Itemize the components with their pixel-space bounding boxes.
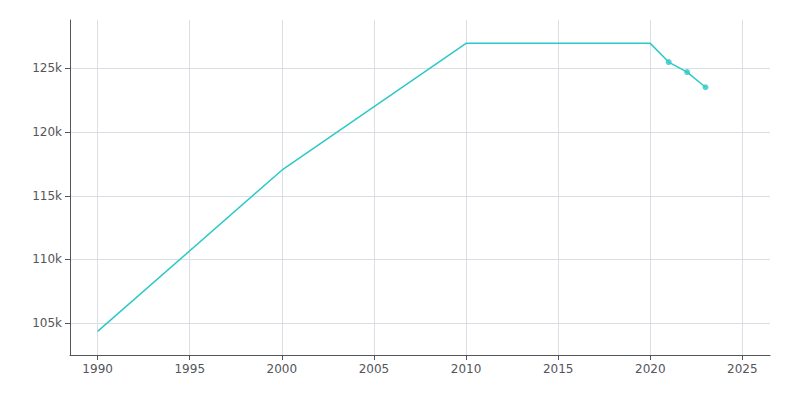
svg-text:2020: 2020 xyxy=(635,362,666,376)
svg-text:115k: 115k xyxy=(32,189,62,203)
svg-text:2010: 2010 xyxy=(451,362,482,376)
svg-text:125k: 125k xyxy=(32,61,62,75)
svg-text:2015: 2015 xyxy=(543,362,574,376)
svg-text:2025: 2025 xyxy=(727,362,758,376)
svg-text:110k: 110k xyxy=(32,252,62,266)
svg-text:2005: 2005 xyxy=(359,362,390,376)
svg-text:105k: 105k xyxy=(32,316,62,330)
svg-text:1995: 1995 xyxy=(174,362,205,376)
svg-text:2000: 2000 xyxy=(267,362,298,376)
svg-text:120k: 120k xyxy=(32,125,62,139)
svg-text:1990: 1990 xyxy=(82,362,113,376)
